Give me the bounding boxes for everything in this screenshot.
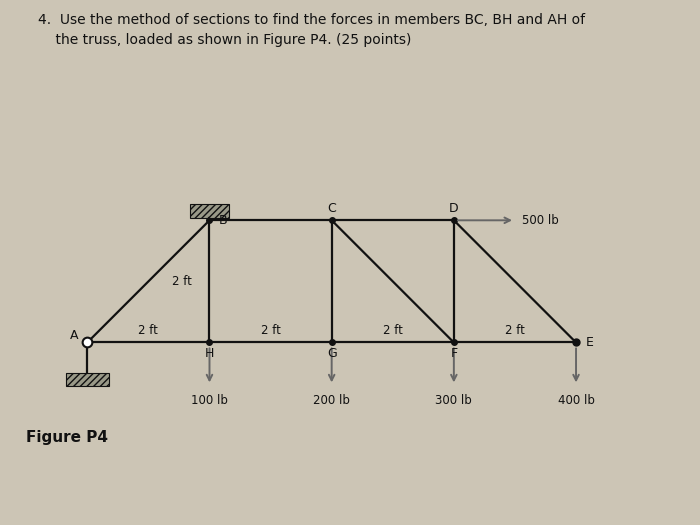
- Text: 100 lb: 100 lb: [191, 394, 228, 407]
- Text: 300 lb: 300 lb: [435, 394, 472, 407]
- Bar: [190, 204, 229, 218]
- Text: 4.  Use the method of sections to find the forces in members BC, BH and AH of
  : 4. Use the method of sections to find th…: [38, 13, 586, 47]
- Text: E: E: [585, 336, 594, 349]
- Text: H: H: [205, 347, 214, 360]
- Text: 200 lb: 200 lb: [313, 394, 350, 407]
- Text: F: F: [450, 347, 457, 360]
- Text: 2 ft: 2 ft: [505, 324, 525, 337]
- Text: G: G: [327, 347, 337, 360]
- Text: A: A: [69, 329, 78, 342]
- Text: B: B: [218, 214, 228, 227]
- Text: 2 ft: 2 ft: [383, 324, 402, 337]
- Bar: [66, 373, 108, 386]
- Text: 2 ft: 2 ft: [260, 324, 281, 337]
- Text: C: C: [328, 202, 336, 215]
- Text: D: D: [449, 202, 458, 215]
- Text: 2 ft: 2 ft: [172, 275, 192, 288]
- Text: 2 ft: 2 ft: [139, 324, 158, 337]
- Text: Figure P4: Figure P4: [26, 429, 108, 445]
- Text: 500 lb: 500 lb: [522, 214, 559, 227]
- Text: 400 lb: 400 lb: [558, 394, 594, 407]
